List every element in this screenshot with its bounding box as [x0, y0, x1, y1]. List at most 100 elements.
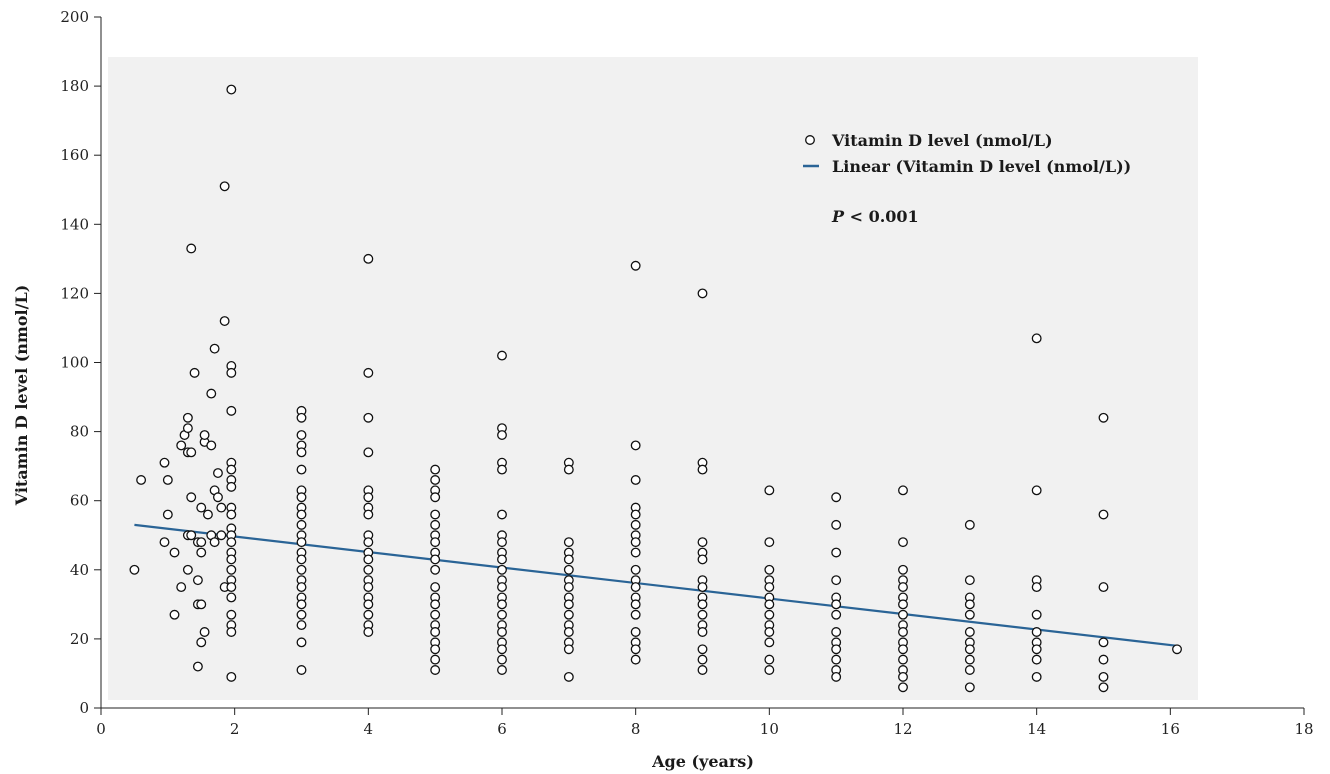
data-point: [1098, 682, 1109, 693]
data-point: [764, 609, 775, 620]
data-point: [898, 627, 908, 637]
data-point: [497, 537, 507, 548]
data-point: [497, 627, 507, 637]
data-point: [226, 481, 237, 492]
data-point: [630, 519, 641, 530]
data-point: [196, 547, 207, 558]
data-point: [563, 464, 574, 475]
data-point: [186, 492, 197, 503]
data-point: [1031, 627, 1042, 637]
x-axis: 0 2 4 6 8 10 12 14 16 18: [96, 707, 1314, 738]
y-tick-label: 20: [70, 630, 89, 648]
data-point: [898, 599, 908, 610]
data-point: [363, 609, 374, 620]
data-point: [630, 654, 641, 665]
data-point: [697, 537, 708, 548]
legend: Vitamin D level (nmol/L) Linear (Vitamin…: [803, 131, 1131, 176]
data-point: [430, 519, 441, 530]
legend-label-points: Vitamin D level (nmol/L): [831, 131, 1053, 150]
data-point: [430, 644, 441, 655]
data-point: [186, 243, 197, 254]
data-point: [199, 627, 210, 637]
data-point: [831, 492, 842, 503]
data-point: [213, 492, 223, 503]
data-point: [363, 253, 374, 264]
data-point: [497, 564, 507, 575]
data-point: [497, 509, 507, 520]
data-point: [497, 665, 507, 675]
data-point: [226, 367, 237, 378]
data-point: [202, 509, 213, 520]
data-point: [497, 582, 507, 593]
data-point: [563, 609, 574, 620]
data-point: [898, 609, 908, 620]
data-point: [831, 599, 842, 610]
x-tick-label: 10: [760, 720, 779, 738]
data-point: [697, 288, 708, 299]
data-point: [964, 627, 975, 637]
data-point: [697, 654, 708, 665]
y-tick-label: 0: [79, 699, 89, 717]
x-tick-label: 0: [96, 720, 106, 738]
data-point: [363, 447, 374, 458]
data-point: [430, 554, 441, 565]
plot-background: [108, 57, 1198, 700]
data-point: [363, 554, 374, 565]
data-point: [697, 665, 708, 675]
data-point: [192, 661, 203, 672]
data-point: [964, 665, 975, 675]
data-point: [764, 537, 775, 548]
data-point: [964, 654, 975, 665]
data-point: [497, 430, 507, 441]
data-point: [226, 554, 237, 565]
data-point: [162, 475, 173, 485]
data-point: [1031, 644, 1042, 655]
data-point: [226, 405, 237, 416]
data-point: [964, 575, 975, 586]
x-tick-label: 16: [1161, 720, 1180, 738]
data-point: [563, 627, 574, 637]
data-point: [176, 440, 187, 451]
data-point: [182, 412, 193, 423]
legend-label-trend: Linear (Vitamin D level (nmol/L)): [832, 157, 1131, 176]
data-point: [831, 644, 842, 655]
data-point: [216, 502, 227, 513]
data-point: [898, 564, 908, 575]
data-point: [182, 564, 193, 575]
y-tick-label: 80: [70, 423, 89, 441]
data-point: [1031, 671, 1042, 682]
data-point: [182, 423, 193, 434]
data-point: [430, 564, 441, 575]
data-point: [430, 609, 441, 620]
data-point: [162, 509, 173, 520]
data-point: [430, 475, 441, 485]
data-point: [697, 644, 708, 655]
data-point: [176, 582, 187, 593]
x-tick-label: 8: [631, 720, 641, 738]
data-point: [697, 464, 708, 475]
data-point: [563, 582, 574, 593]
y-tick-label: 60: [70, 492, 89, 510]
y-tick-label: 200: [60, 8, 89, 26]
data-point: [226, 592, 237, 603]
y-tick-label: 180: [60, 77, 89, 95]
legend-marker-points: [805, 135, 815, 145]
data-point: [209, 343, 220, 354]
data-point: [497, 609, 507, 620]
data-point: [213, 468, 223, 479]
data-point: [129, 564, 140, 575]
data-point: [1031, 485, 1042, 496]
data-point: [630, 440, 641, 451]
data-point: [296, 537, 307, 548]
data-point: [831, 519, 842, 530]
data-point: [363, 492, 374, 503]
data-point: [630, 547, 641, 558]
data-point: [136, 475, 147, 485]
data-point: [430, 537, 441, 548]
trendline-layer: [134, 523, 1178, 647]
data-point: [697, 582, 708, 593]
data-point: [831, 547, 842, 558]
data-point: [196, 599, 207, 610]
data-point: [964, 644, 975, 655]
